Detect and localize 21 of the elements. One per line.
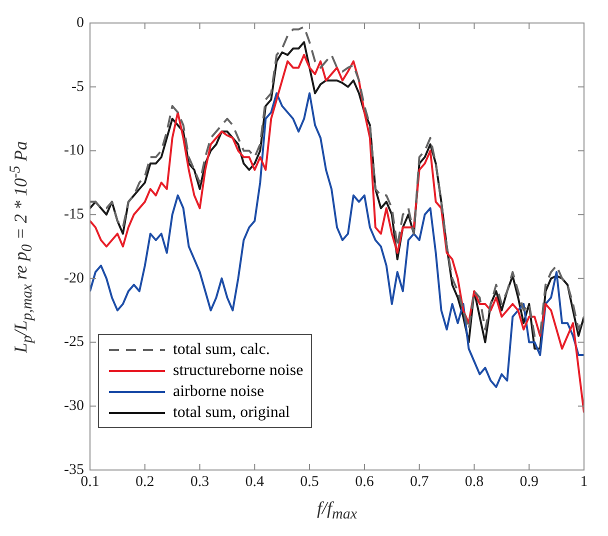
x-tick-label: 0.9 [520, 474, 538, 490]
x-tick-label: 0.2 [136, 474, 154, 490]
legend-label: structureborne noise [172, 361, 304, 381]
y-tick-label: -20 [64, 270, 84, 286]
y-tick-label: -10 [64, 142, 84, 159]
legend-label: airborne noise [172, 382, 264, 402]
x-tick-label: 0.4 [245, 474, 265, 490]
x-tick-label: 0.3 [190, 474, 210, 490]
x-tick-label: 0.5 [300, 474, 319, 490]
x-tick-label: 0.6 [355, 474, 374, 490]
y-tick-label: -15 [64, 206, 84, 223]
y-tick-label: -5 [71, 78, 84, 95]
legend-label: total sum, calc. [172, 340, 270, 360]
y-tick-label: -30 [64, 398, 84, 414]
x-tick-label: 1 [580, 474, 588, 490]
legend-label: total sum, original [172, 403, 290, 423]
x-tick-label: 0.7 [410, 474, 430, 490]
x-tick-label: 0.8 [464, 474, 484, 490]
x-axis-title: f/f$_{max}$ [316, 498, 357, 524]
y-tick-label: -25 [64, 334, 84, 350]
y-tick-label: 0 [76, 14, 84, 31]
